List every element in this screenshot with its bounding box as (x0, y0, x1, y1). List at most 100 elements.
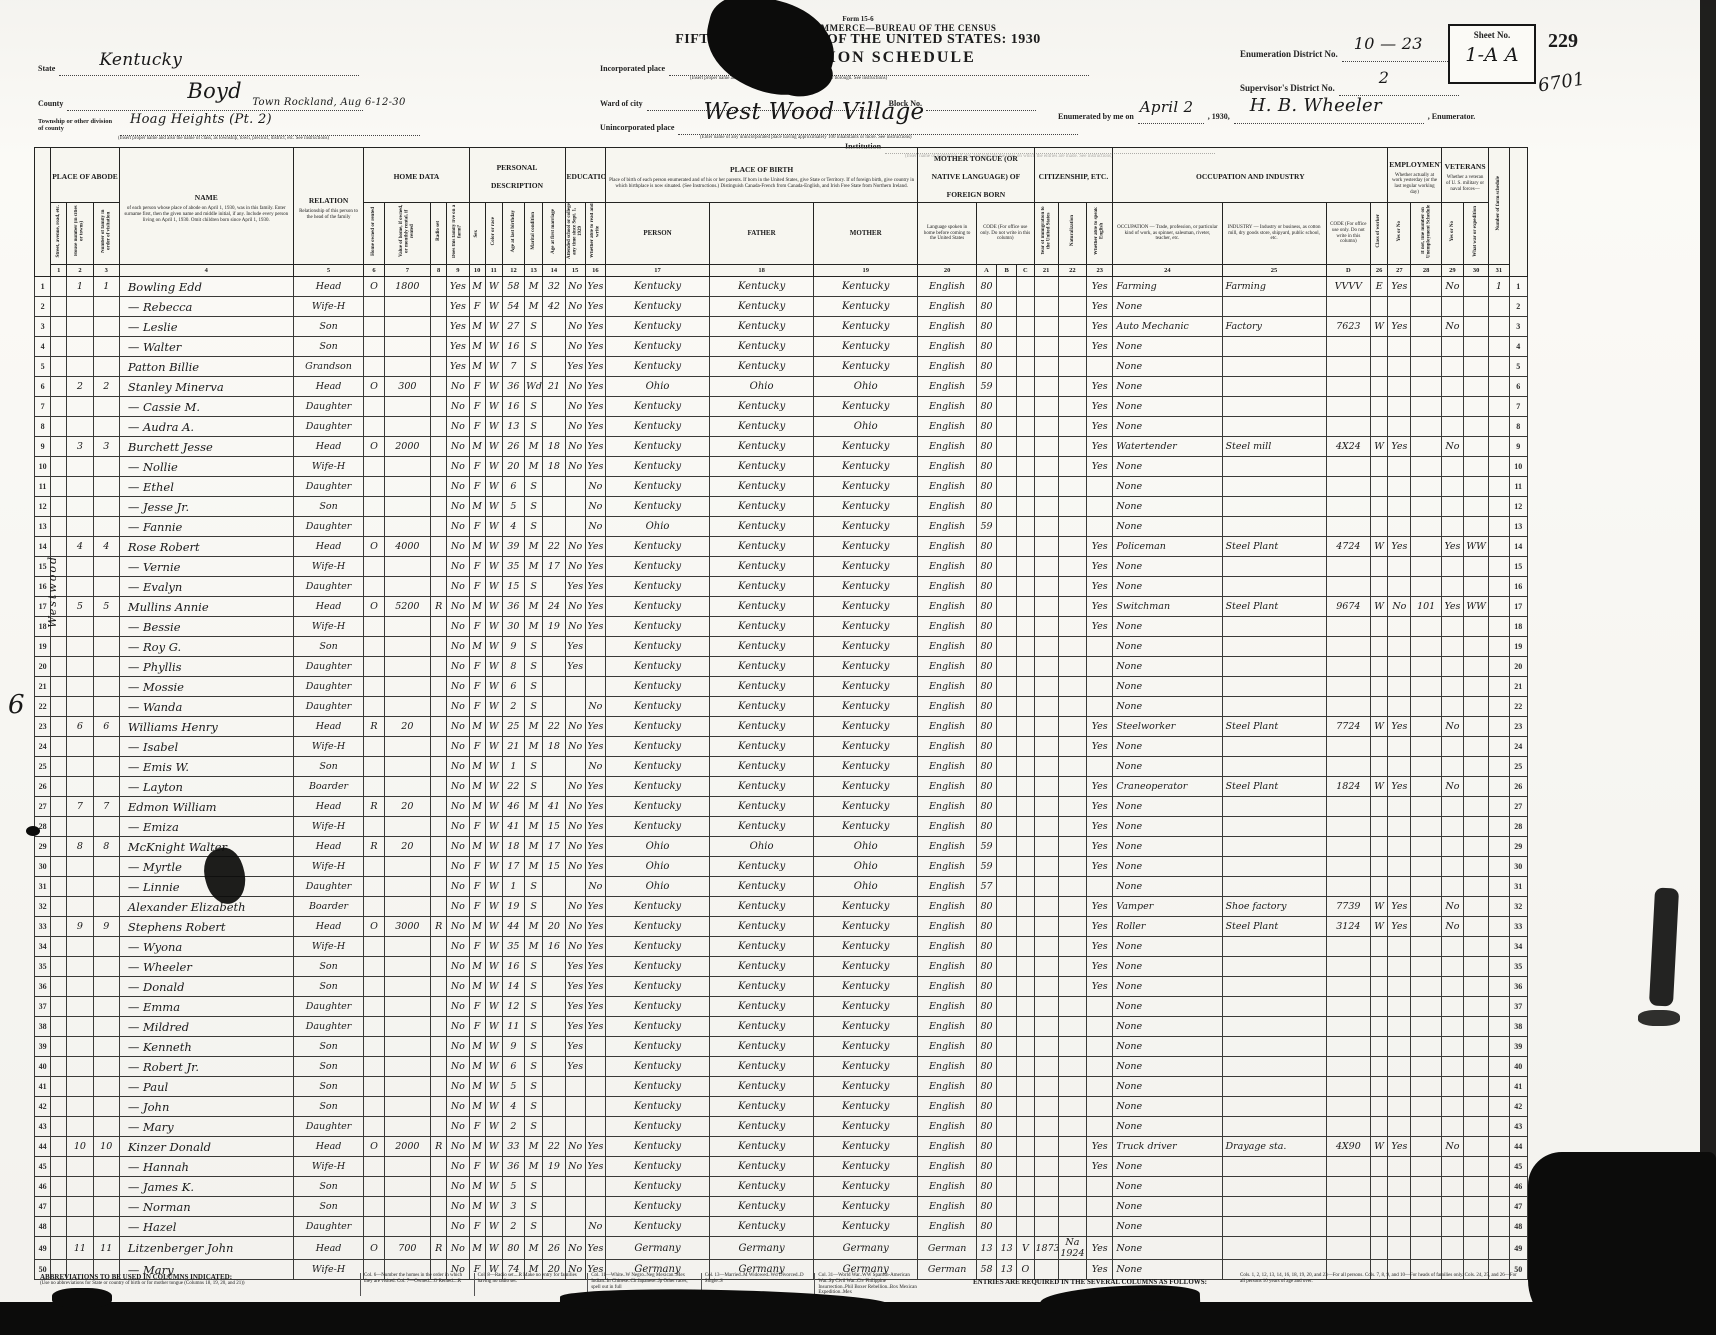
cell-code-c (1016, 996, 1035, 1017)
cell-relation: Head (292, 1236, 365, 1260)
cell-radio (430, 356, 448, 377)
cell-naturalization (1057, 1096, 1088, 1117)
cell-war: WW (1463, 596, 1490, 617)
cell-code-c (1016, 456, 1035, 477)
ward-field: Ward of city Block No. (600, 93, 1037, 111)
cell-birth-mother: Kentucky (813, 656, 919, 677)
cell-street (50, 856, 68, 877)
cell-school: No (564, 376, 586, 397)
cell-naturalization (1057, 1076, 1088, 1097)
cell-family-number (92, 816, 120, 837)
cell-unemployment-line (1410, 756, 1442, 777)
cell-veteran (1440, 296, 1465, 317)
cell-code-b (996, 516, 1018, 537)
cell-street (50, 896, 68, 917)
cell-unemployment-line (1410, 1196, 1442, 1217)
scan-artifact-right-dot (1638, 1010, 1680, 1026)
cell-occupation: None (1112, 416, 1223, 437)
cell-code-b (996, 736, 1018, 757)
cell-age: 19 (501, 896, 526, 917)
cell-home-owned: O (363, 436, 385, 457)
cell-birth-mother: Kentucky (813, 1016, 919, 1037)
census-row: 49 11 11 Litzenberger John Head O 700 R No M W 80 M 2… (33, 1236, 1529, 1260)
cell-radio (430, 336, 448, 357)
cell-home-value (383, 616, 432, 637)
cell-marital: M (524, 716, 544, 737)
line-number-left: 1 (33, 276, 52, 297)
cell-farm: Yes (446, 316, 470, 337)
cell-marital: M (524, 456, 544, 477)
column-number: 23 (1086, 264, 1114, 277)
cell-radio: R (430, 916, 448, 937)
cell-war (1463, 916, 1490, 937)
line-number-left: 44 (33, 1136, 52, 1157)
line-number-right: 3 (1508, 316, 1529, 337)
cell-relation: Wife-H (292, 556, 365, 577)
cell-relation: Wife-H (292, 1259, 365, 1280)
cell-home-owned (363, 896, 385, 917)
cell-industry (1221, 736, 1327, 757)
cell-code-a: 80 (975, 536, 998, 557)
cell-read-write: Yes (584, 1136, 606, 1157)
cell-home-owned (363, 1096, 385, 1117)
cell-naturalization (1057, 916, 1088, 937)
cell-naturalization (1057, 556, 1088, 577)
census-row: 18— Bessie Wife-H No F W 30 M 19 No Yes Kentucky Ke… (33, 616, 1529, 637)
institution-label: Institution (845, 142, 882, 151)
cell-age: 12 (501, 996, 526, 1017)
cell-marital: M (524, 1259, 544, 1280)
cell-mother-tongue: English (917, 576, 977, 597)
cell-age-first-marriage (542, 956, 566, 977)
column-number: 8 (430, 264, 448, 277)
census-row: 29 8 8 McKnight Walter Head R 20 No M W 18 M 17 No Yes… (33, 836, 1529, 857)
cell-farm-schedule (1488, 876, 1510, 897)
cell-radio (430, 556, 448, 577)
sheet-label: Sheet No. (1473, 30, 1511, 40)
cell-mother-tongue: English (917, 1156, 977, 1177)
cell-birth-person: Kentucky (604, 1176, 711, 1197)
cell-war (1463, 456, 1490, 477)
cell-family-number (92, 756, 120, 777)
cell-marital: M (524, 1156, 544, 1177)
cell-birth-mother: Kentucky (813, 676, 919, 697)
cell-name: — Donald (118, 976, 294, 997)
cell-naturalization (1057, 856, 1088, 877)
cell-home-value (383, 696, 432, 717)
cell-worker-class (1370, 996, 1389, 1017)
cell-employed: Yes (1387, 916, 1412, 937)
enumerator-suffix: , Enumerator. (1427, 112, 1476, 121)
cell-home-value (383, 496, 432, 517)
cell-birth-father: Kentucky (709, 436, 815, 457)
cell-read-write: No (584, 496, 606, 517)
cell-home-value (383, 336, 432, 357)
census-row: 5 Patton Billie Grandson Yes M W 7 S Yes Yes Kentu… (33, 356, 1529, 377)
cell-school: No (564, 456, 586, 477)
cell-worker-class (1370, 936, 1389, 957)
cell-code-a: 80 (975, 496, 998, 517)
line-number-left: 13 (33, 516, 52, 537)
line-number-right: 50 (1508, 1259, 1529, 1280)
cell-relation: Boarder (292, 896, 365, 917)
cell-street (50, 976, 68, 997)
column-number: 10 (468, 264, 486, 277)
line-number-right: 45 (1508, 1156, 1529, 1177)
cell-radio (430, 1156, 448, 1177)
column-number: 29 (1440, 264, 1465, 277)
cell-speaks-english (1086, 876, 1114, 897)
cell-unemployment-line (1410, 896, 1442, 917)
cell-speaks-english: Yes (1086, 856, 1114, 877)
cell-code-c (1016, 356, 1035, 377)
cell-relation: Daughter (292, 396, 365, 417)
cell-naturalization (1057, 776, 1088, 797)
line-number-left: 21 (33, 676, 52, 697)
supervisor-district-label: Supervisor's District No. (1240, 83, 1335, 93)
cell-employed (1387, 1156, 1412, 1177)
cell-sex: M (468, 1136, 486, 1157)
cell-relation: Wife-H (292, 1156, 365, 1177)
cell-farm-schedule (1488, 756, 1510, 777)
cell-family-number (92, 856, 120, 877)
cell-marital: M (524, 596, 544, 617)
cell-name: — Vernie (118, 556, 294, 577)
cell-marital: S (524, 356, 544, 377)
cell-family-number: 4 (92, 536, 120, 557)
